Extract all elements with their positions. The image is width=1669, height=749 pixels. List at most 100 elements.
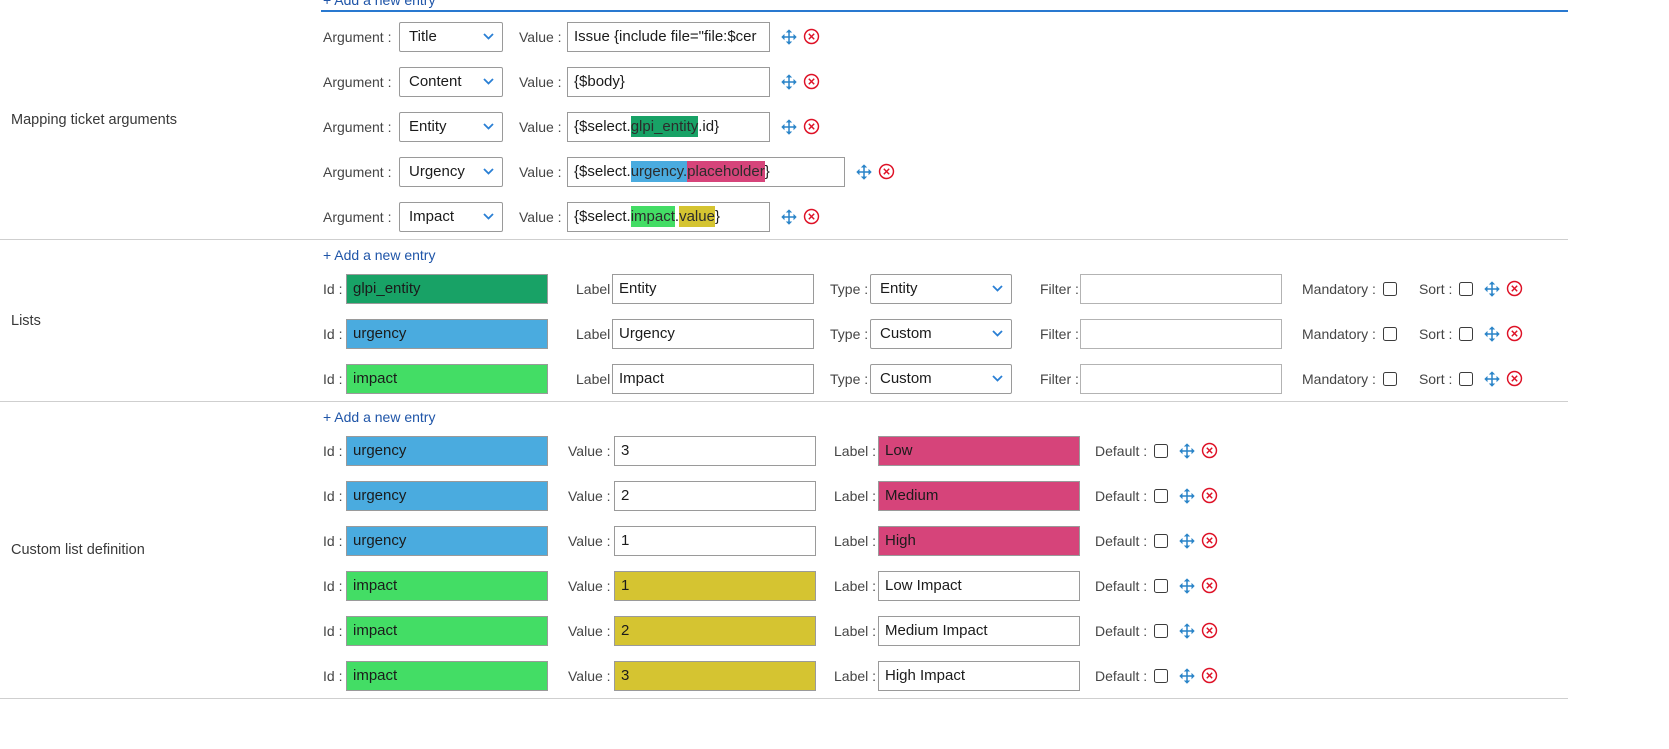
argument-select-value: Title (409, 28, 437, 45)
delete-icon[interactable] (1506, 370, 1523, 387)
label-input[interactable] (878, 660, 1080, 691)
label-input[interactable] (612, 318, 814, 349)
add-entry-link[interactable]: + Add a new entry (323, 247, 436, 263)
mandatory-label: Mandatory : (1302, 370, 1376, 387)
value-input[interactable]: Issue {include file="file:$cer (567, 21, 770, 52)
label-input[interactable] (878, 615, 1080, 646)
mapping-row: Argument : Urgency Value : {$select. urge… (321, 149, 1568, 194)
delete-icon[interactable] (1201, 487, 1218, 504)
label-input[interactable] (612, 273, 814, 304)
default-label: Default : (1095, 667, 1148, 684)
delete-icon[interactable] (803, 28, 820, 45)
value-input[interactable] (614, 480, 816, 511)
argument-select[interactable]: Title (399, 21, 503, 52)
move-icon[interactable] (1178, 622, 1196, 640)
delete-icon[interactable] (1201, 577, 1218, 594)
argument-label: Argument : (323, 118, 392, 135)
move-icon[interactable] (1178, 532, 1196, 550)
move-icon[interactable] (1178, 442, 1196, 460)
id-input[interactable] (346, 273, 548, 304)
argument-select[interactable]: Impact (399, 201, 503, 232)
move-icon[interactable] (1178, 487, 1196, 505)
mandatory-label: Mandatory : (1302, 325, 1376, 342)
value-input[interactable] (614, 615, 816, 646)
move-icon[interactable] (855, 163, 873, 181)
value-label: Value : (519, 73, 562, 90)
move-icon[interactable] (1483, 370, 1501, 388)
filter-input[interactable] (1080, 318, 1282, 349)
value-input[interactable]: {$select. glpi_entity .id} (567, 111, 770, 142)
value-input[interactable]: {$select. urgency. placeholder} (567, 156, 845, 187)
id-input[interactable] (346, 435, 548, 466)
default-checkbox[interactable] (1154, 623, 1169, 638)
delete-icon[interactable] (1506, 325, 1523, 342)
sort-checkbox[interactable] (1459, 371, 1474, 386)
type-select[interactable]: Custom (870, 363, 1012, 394)
id-label: Id : (323, 442, 343, 459)
move-icon[interactable] (1178, 667, 1196, 685)
mandatory-checkbox[interactable] (1382, 281, 1397, 296)
value-input[interactable] (614, 660, 816, 691)
default-checkbox[interactable] (1154, 668, 1169, 683)
delete-icon[interactable] (803, 73, 820, 90)
delete-icon[interactable] (1201, 532, 1218, 549)
filter-label: Filter : (1040, 325, 1079, 342)
argument-label: Argument : (323, 73, 392, 90)
move-icon[interactable] (1483, 280, 1501, 298)
id-input[interactable] (346, 570, 548, 601)
id-input[interactable] (346, 525, 548, 556)
default-checkbox[interactable] (1154, 533, 1169, 548)
label-input[interactable] (878, 525, 1080, 556)
value-input[interactable]: {$body} (567, 66, 770, 97)
value-text: . (674, 208, 680, 225)
filter-input[interactable] (1080, 273, 1282, 304)
delete-icon[interactable] (1201, 442, 1218, 459)
move-icon[interactable] (1178, 577, 1196, 595)
delete-icon[interactable] (1201, 667, 1218, 684)
move-icon[interactable] (780, 208, 798, 226)
default-label: Default : (1095, 487, 1148, 504)
default-checkbox[interactable] (1154, 443, 1169, 458)
label-input[interactable] (612, 363, 814, 394)
delete-icon[interactable] (878, 163, 895, 180)
id-input[interactable] (346, 480, 548, 511)
id-label: Id : (323, 487, 343, 504)
filter-input[interactable] (1080, 363, 1282, 394)
argument-select[interactable]: Entity (399, 111, 503, 142)
argument-select[interactable]: Urgency (399, 156, 503, 187)
add-entry-link[interactable]: + Add a new entry (323, 409, 436, 425)
delete-icon[interactable] (803, 118, 820, 135)
value-label: Value : (568, 442, 611, 459)
type-select[interactable]: Custom (870, 318, 1012, 349)
sort-checkbox[interactable] (1459, 326, 1474, 341)
value-input[interactable] (614, 435, 816, 466)
label-input[interactable] (878, 480, 1080, 511)
type-select[interactable]: Entity (870, 273, 1012, 304)
add-entry-link[interactable]: + Add a new entry (323, 0, 436, 8)
id-input[interactable] (346, 660, 548, 691)
section-title-custom-list: Custom list definition (11, 542, 145, 558)
id-input[interactable] (346, 363, 548, 394)
default-checkbox[interactable] (1154, 578, 1169, 593)
delete-icon[interactable] (803, 208, 820, 225)
argument-select[interactable]: Content (399, 66, 503, 97)
move-icon[interactable] (780, 73, 798, 91)
default-checkbox[interactable] (1154, 488, 1169, 503)
label-input[interactable] (878, 570, 1080, 601)
sort-checkbox[interactable] (1459, 281, 1474, 296)
value-input[interactable] (614, 525, 816, 556)
id-input[interactable] (346, 615, 548, 646)
blue-divider (321, 10, 1568, 12)
mandatory-checkbox[interactable] (1382, 371, 1397, 386)
value-input[interactable] (614, 570, 816, 601)
label-input[interactable] (878, 435, 1080, 466)
move-icon[interactable] (780, 118, 798, 136)
move-icon[interactable] (780, 28, 798, 46)
move-icon[interactable] (1483, 325, 1501, 343)
mandatory-checkbox[interactable] (1382, 326, 1397, 341)
value-input[interactable]: {$select. impact. value} (567, 201, 770, 232)
id-input[interactable] (346, 318, 548, 349)
value-text: {$select. (574, 208, 631, 225)
delete-icon[interactable] (1201, 622, 1218, 639)
delete-icon[interactable] (1506, 280, 1523, 297)
